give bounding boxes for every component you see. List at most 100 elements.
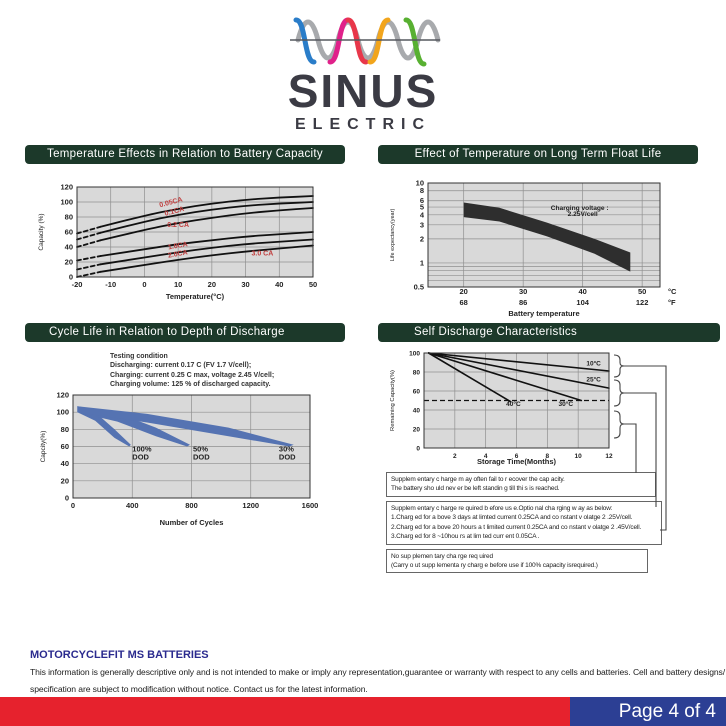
svg-text:4: 4 bbox=[484, 453, 488, 460]
svg-text:°C: °C bbox=[668, 287, 677, 296]
svg-text:Temperature(°C): Temperature(°C) bbox=[166, 292, 225, 301]
footer-disclaimer-line2: specification are subject to modificatio… bbox=[30, 684, 368, 694]
svg-text:0: 0 bbox=[416, 446, 420, 453]
self-discharge-chart: 0 20 40 60 80 100 2 4 6 8 10 12 Storage Time(Months)… bbox=[390, 351, 613, 467]
svg-text:40: 40 bbox=[413, 408, 421, 415]
svg-text:800: 800 bbox=[185, 501, 198, 510]
svg-text:400: 400 bbox=[126, 501, 139, 510]
svg-text:6: 6 bbox=[515, 453, 519, 460]
panel-temp-capacity: Temperature Effects in Relation to Batte… bbox=[25, 145, 345, 301]
svg-text:86: 86 bbox=[519, 298, 527, 307]
svg-text:30: 30 bbox=[519, 287, 527, 296]
svg-text:Charging voltage :: Charging voltage : bbox=[551, 205, 609, 212]
svg-text:40: 40 bbox=[65, 243, 73, 252]
svg-text:60: 60 bbox=[61, 442, 69, 451]
svg-text:104: 104 bbox=[576, 298, 589, 307]
svg-text:100: 100 bbox=[60, 198, 73, 207]
chart-title: Cycle Life in Relation to Depth of Disch… bbox=[49, 326, 285, 338]
footer-disclaimer-line1: This information is generally descriptiv… bbox=[30, 667, 726, 677]
svg-text:0: 0 bbox=[71, 501, 75, 510]
svg-text:10: 10 bbox=[174, 280, 182, 289]
svg-text:1.0CA: 1.0CA bbox=[167, 241, 188, 251]
footer-bar-blue: Page 4 of 4 bbox=[570, 697, 726, 726]
svg-text:122: 122 bbox=[636, 298, 649, 307]
svg-text:Life expectancy(year): Life expectancy(year) bbox=[390, 209, 396, 262]
logo-waves-icon bbox=[290, 17, 441, 67]
svg-text:30: 30 bbox=[241, 280, 249, 289]
svg-text:1: 1 bbox=[420, 258, 424, 267]
svg-text:60: 60 bbox=[65, 228, 73, 237]
chart-title: Effect of Temperature on Long Term Float… bbox=[414, 148, 662, 160]
svg-text:4: 4 bbox=[420, 210, 425, 219]
svg-text:10: 10 bbox=[416, 179, 424, 188]
svg-text:Remaining Capacity(%): Remaining Capacity(%) bbox=[390, 370, 396, 431]
svg-text:12: 12 bbox=[605, 453, 613, 460]
svg-text:80: 80 bbox=[65, 213, 73, 222]
panel-cycle-life: Cycle Life in Relation to Depth of Disch… bbox=[25, 323, 345, 527]
chart-title: Self Discharge Characteristics bbox=[414, 326, 578, 338]
svg-text:100: 100 bbox=[409, 351, 420, 358]
svg-text:50: 50 bbox=[638, 287, 646, 296]
svg-text:Capacity (%): Capacity (%) bbox=[38, 213, 45, 250]
footer-bar-red bbox=[0, 697, 570, 726]
svg-text:100%: 100% bbox=[132, 445, 152, 454]
svg-text:20: 20 bbox=[61, 476, 69, 485]
svg-text:40: 40 bbox=[578, 287, 586, 296]
svg-text:100: 100 bbox=[56, 408, 69, 417]
temp-capacity-chart: 0 20 40 60 80 100 120 -20 -10 0 10 20 30 40 50 Temperat… bbox=[38, 183, 317, 302]
svg-text:40: 40 bbox=[275, 280, 283, 289]
svg-text:1200: 1200 bbox=[242, 501, 259, 510]
chart-title-bar: Self Discharge Characteristics bbox=[378, 323, 720, 342]
svg-text:80: 80 bbox=[61, 425, 69, 434]
svg-text:20: 20 bbox=[65, 258, 73, 267]
svg-text:Storage Time(Months): Storage Time(Months) bbox=[477, 457, 557, 466]
svg-text:°F: °F bbox=[668, 298, 676, 307]
svg-text:80: 80 bbox=[413, 370, 421, 377]
svg-text:0: 0 bbox=[142, 280, 146, 289]
svg-text:60: 60 bbox=[413, 389, 421, 396]
svg-text:68: 68 bbox=[460, 298, 468, 307]
footer-bar: Page 4 of 4 bbox=[0, 697, 726, 726]
svg-text:2.25V/cell: 2.25V/cell bbox=[568, 211, 598, 218]
page-label: Page 4 of 4 bbox=[618, 700, 716, 722]
svg-text:120: 120 bbox=[60, 183, 73, 192]
svg-text:30°C: 30°C bbox=[559, 400, 574, 408]
svg-text:DOD: DOD bbox=[279, 452, 296, 461]
footer-text: MOTORCYCLEFIT MS BATTERIES This informat… bbox=[30, 649, 726, 698]
svg-text:25°C: 25°C bbox=[586, 376, 601, 384]
svg-text:0.2 CA: 0.2 CA bbox=[167, 222, 189, 229]
panel-self-discharge: Self Discharge Characteristics 0 20 40 60 80… bbox=[378, 323, 720, 574]
svg-text:0.5: 0.5 bbox=[414, 283, 424, 292]
svg-text:0: 0 bbox=[65, 494, 69, 503]
svg-text:8: 8 bbox=[420, 186, 424, 195]
svg-text:20: 20 bbox=[208, 280, 216, 289]
svg-text:10: 10 bbox=[575, 453, 583, 460]
note-supplementary-charge-required: Supplem entary c harge re quired b efore… bbox=[386, 500, 662, 545]
svg-text:3.0 CA: 3.0 CA bbox=[252, 250, 274, 257]
note-supplementary-charge-fail: Supplem entary c harge m ay often fail t… bbox=[386, 472, 656, 497]
chart-title-bar: Effect of Temperature on Long Term Float… bbox=[378, 145, 698, 164]
svg-text:DOD: DOD bbox=[132, 452, 149, 461]
svg-text:8: 8 bbox=[546, 453, 550, 460]
svg-text:-20: -20 bbox=[72, 280, 83, 289]
svg-text:20: 20 bbox=[460, 287, 468, 296]
svg-text:Battery temperature: Battery temperature bbox=[508, 309, 579, 318]
panel-float-life: Effect of Temperature on Long Term Float… bbox=[378, 145, 698, 318]
self-discharge-notes: Supplem entary c harge m ay often fail t… bbox=[386, 472, 662, 577]
svg-text:10°C: 10°C bbox=[586, 359, 601, 367]
svg-text:2: 2 bbox=[453, 453, 457, 460]
brand-logo: SINUS ELECTRIC bbox=[0, 10, 726, 134]
svg-text:DOD: DOD bbox=[193, 452, 210, 461]
svg-text:40: 40 bbox=[61, 459, 69, 468]
brand-subtitle: ELECTRIC bbox=[295, 116, 431, 133]
svg-text:20: 20 bbox=[413, 427, 421, 434]
svg-text:Capcity(%): Capcity(%) bbox=[40, 431, 47, 463]
svg-text:0: 0 bbox=[69, 273, 73, 282]
testing-conditions: Testing condition Discharging: current 0.… bbox=[110, 353, 275, 389]
svg-text:2.0CA: 2.0CA bbox=[167, 249, 188, 259]
svg-text:-10: -10 bbox=[105, 280, 116, 289]
svg-text:30%: 30% bbox=[279, 445, 294, 454]
